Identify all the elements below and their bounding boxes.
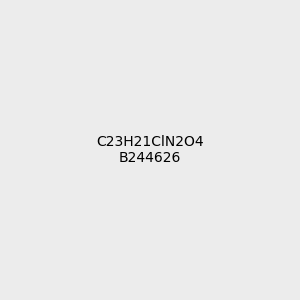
Text: C23H21ClN2O4
B244626: C23H21ClN2O4 B244626	[96, 135, 204, 165]
